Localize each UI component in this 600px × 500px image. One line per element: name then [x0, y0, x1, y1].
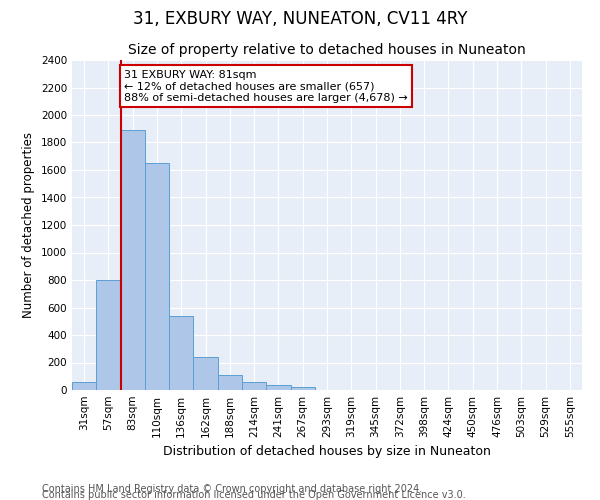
Text: 31 EXBURY WAY: 81sqm
← 12% of detached houses are smaller (657)
88% of semi-deta: 31 EXBURY WAY: 81sqm ← 12% of detached h…	[124, 70, 408, 103]
Bar	[169, 316, 193, 390]
Bar	[72, 382, 96, 390]
Title: Size of property relative to detached houses in Nuneaton: Size of property relative to detached ho…	[128, 44, 526, 58]
Bar	[96, 280, 121, 390]
Text: Contains public sector information licensed under the Open Government Licence v3: Contains public sector information licen…	[42, 490, 466, 500]
Bar	[290, 387, 315, 390]
Text: 31, EXBURY WAY, NUNEATON, CV11 4RY: 31, EXBURY WAY, NUNEATON, CV11 4RY	[133, 10, 467, 28]
Text: Contains HM Land Registry data © Crown copyright and database right 2024.: Contains HM Land Registry data © Crown c…	[42, 484, 422, 494]
Bar	[266, 385, 290, 390]
Bar	[121, 130, 145, 390]
X-axis label: Distribution of detached houses by size in Nuneaton: Distribution of detached houses by size …	[163, 446, 491, 458]
Bar	[193, 357, 218, 390]
Bar	[145, 163, 169, 390]
Y-axis label: Number of detached properties: Number of detached properties	[22, 132, 35, 318]
Bar	[242, 382, 266, 390]
Bar	[218, 376, 242, 390]
